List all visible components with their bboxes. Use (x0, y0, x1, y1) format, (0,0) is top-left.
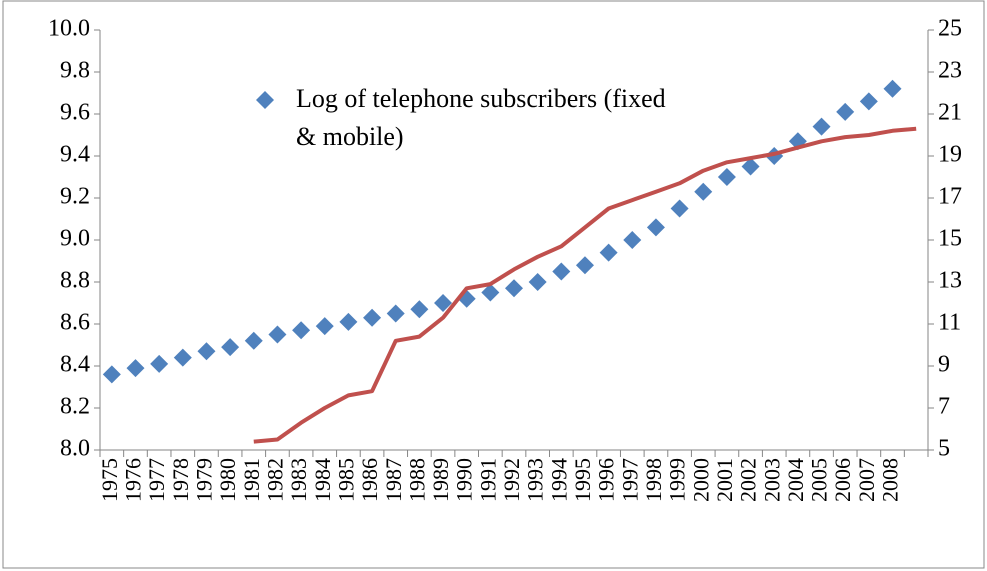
data-point (315, 317, 334, 336)
y-tick-label: 9.2 (60, 184, 90, 210)
x-tick-label: 1990 (452, 458, 477, 502)
x-tick-label: 1989 (428, 458, 453, 502)
data-point (599, 243, 618, 262)
x-tick-label: 1997 (617, 458, 642, 502)
x-tick-label: 1984 (310, 458, 335, 502)
x-tick-label: 1995 (570, 458, 595, 502)
x-tick-label: 1986 (357, 458, 382, 502)
data-point (575, 256, 594, 275)
x-tick-label: 1988 (404, 458, 429, 502)
y-tick-label: 8.0 (60, 436, 90, 462)
x-tick-label: 1996 (594, 458, 619, 502)
data-point (173, 348, 192, 367)
data-point (150, 354, 169, 373)
data-point (812, 117, 831, 136)
data-point (670, 199, 689, 218)
y2-tick-label: 5 (938, 436, 950, 462)
y-tick-label: 9.6 (60, 100, 90, 126)
x-tick-label: 1982 (262, 458, 287, 502)
data-point (859, 92, 878, 111)
data-point (481, 283, 500, 302)
y2-tick-label: 13 (938, 268, 962, 294)
y-tick-label: 9.0 (60, 226, 90, 252)
legend-marker (256, 91, 274, 109)
x-tick-label: 2006 (830, 458, 855, 502)
x-tick-label: 1993 (523, 458, 548, 502)
data-point (292, 321, 311, 340)
y-tick-label: 8.6 (60, 310, 90, 336)
data-point (363, 308, 382, 327)
x-tick-label: 1975 (97, 458, 122, 502)
y2-tick-label: 17 (938, 184, 962, 210)
x-tick-label: 1977 (144, 458, 169, 502)
x-tick-label: 2001 (712, 458, 737, 502)
data-point (386, 304, 405, 323)
x-tick-label: 1980 (215, 458, 240, 502)
x-tick-label: 1981 (239, 458, 264, 502)
data-point (528, 273, 547, 291)
x-tick-label: 1978 (168, 458, 193, 502)
data-point (836, 102, 855, 121)
y-tick-label: 8.8 (60, 268, 90, 294)
y2-tick-label: 9 (938, 352, 950, 378)
y2-tick-label: 19 (938, 142, 962, 168)
x-tick-label: 2008 (878, 458, 903, 502)
x-tick-label: 1987 (381, 458, 406, 502)
x-tick-label: 1992 (499, 458, 524, 502)
data-point (505, 279, 523, 298)
data-point (741, 157, 760, 176)
x-tick-label: 2004 (783, 458, 808, 502)
data-point (102, 365, 121, 384)
x-tick-label: 2003 (759, 458, 784, 502)
x-tick-label: 1979 (192, 458, 217, 502)
y2-tick-label: 23 (938, 58, 962, 84)
x-tick-label: 1998 (641, 458, 666, 502)
legend-label: Log of telephone subscribers (fixed & mo… (296, 84, 666, 151)
x-tick-label: 1985 (333, 458, 358, 502)
x-tick-label: 1999 (665, 458, 690, 502)
y2-tick-label: 11 (938, 310, 961, 336)
y2-tick-label: 25 (938, 16, 962, 42)
x-tick-label: 2002 (736, 458, 761, 502)
data-line (253, 126, 917, 444)
legend-entry: Log of telephone subscribers (fixed & mo… (296, 84, 666, 151)
data-point (339, 312, 358, 331)
y-tick-label: 8.4 (60, 352, 90, 378)
data-point (717, 168, 736, 186)
y2-tick-label: 21 (938, 100, 962, 126)
x-tick-label: 1983 (286, 458, 311, 502)
x-tick-label: 2007 (854, 458, 879, 502)
data-point (694, 182, 713, 201)
data-point (221, 338, 240, 357)
x-tick-label: 2000 (688, 458, 713, 502)
data-point (197, 342, 216, 361)
data-point (623, 231, 642, 249)
x-tick-label: 1976 (121, 458, 146, 502)
y-tick-label: 9.8 (60, 58, 90, 84)
data-point (434, 294, 453, 312)
x-tick-label: 2005 (807, 458, 832, 502)
y-tick-label: 8.2 (60, 394, 90, 420)
data-point (646, 218, 665, 237)
data-point (126, 359, 145, 378)
data-point (552, 262, 571, 281)
data-point (410, 300, 429, 319)
data-point (883, 79, 902, 98)
data-point (268, 325, 287, 344)
y-tick-label: 10.0 (48, 16, 90, 42)
x-tick-label: 1994 (546, 458, 571, 502)
y2-tick-label: 7 (938, 394, 950, 420)
y-tick-label: 9.4 (60, 142, 90, 168)
y2-tick-label: 15 (938, 226, 962, 252)
x-tick-label: 1991 (475, 458, 500, 502)
data-point (244, 331, 263, 350)
